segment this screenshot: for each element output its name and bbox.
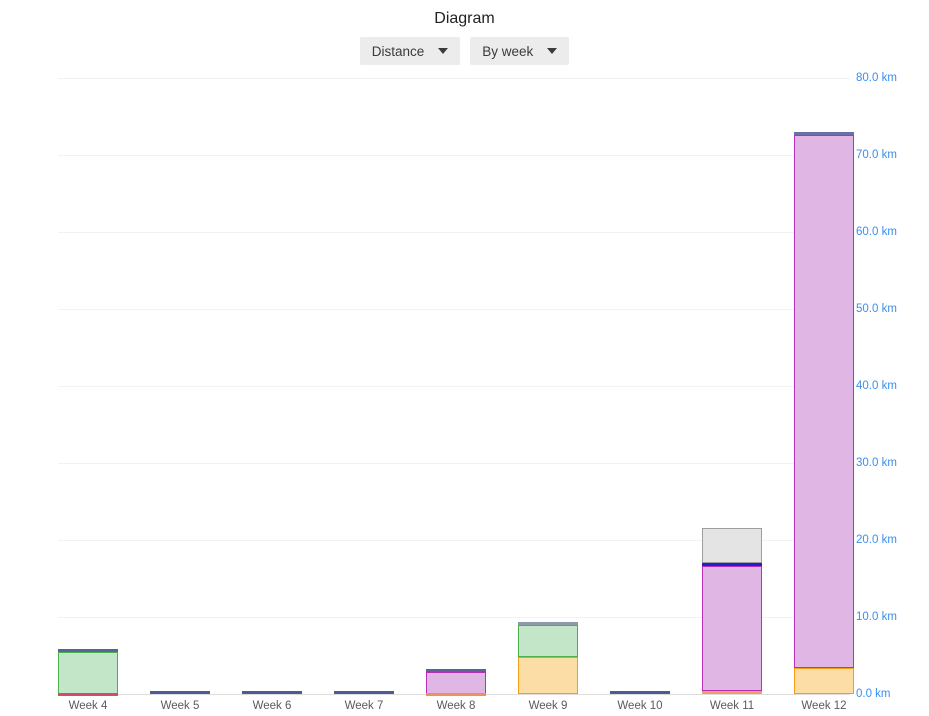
x-axis-tick-label: Week 10 <box>617 700 663 712</box>
bar-segment[interactable] <box>794 667 854 694</box>
bar-group[interactable] <box>150 690 210 694</box>
bar-segment[interactable] <box>794 131 854 135</box>
bar-group[interactable] <box>242 690 302 694</box>
bar-segment[interactable] <box>610 690 670 694</box>
chart-controls: Distance By week <box>0 37 929 65</box>
chart-plot-area <box>58 78 854 696</box>
bar-segment[interactable] <box>518 624 578 658</box>
gridline <box>58 232 850 233</box>
metric-dropdown-label: Distance <box>371 43 425 59</box>
bar-segment[interactable] <box>702 565 762 691</box>
gridline <box>58 540 850 541</box>
gridline <box>58 309 850 310</box>
bar-segment[interactable] <box>58 651 118 694</box>
x-axis-tick-label: Week 5 <box>160 700 200 712</box>
bar-segment[interactable] <box>702 562 762 566</box>
bar-group[interactable] <box>426 669 486 696</box>
y-axis-tick-label: 80.0 km <box>856 72 897 84</box>
bar-segment[interactable] <box>58 648 118 652</box>
bar-group[interactable] <box>610 690 670 694</box>
chevron-down-icon <box>547 48 558 54</box>
y-axis-tick-label: 50.0 km <box>856 303 897 315</box>
bar-segment[interactable] <box>426 672 486 694</box>
gridline <box>58 386 850 387</box>
bar-segment[interactable] <box>794 135 854 668</box>
bar-segment[interactable] <box>518 657 578 694</box>
x-axis-tick-label: Week 12 <box>801 700 847 712</box>
bar-segment[interactable] <box>702 527 762 563</box>
bar-baseline-cap <box>58 693 118 696</box>
period-dropdown[interactable]: By week <box>470 37 570 65</box>
y-axis-tick-label: 40.0 km <box>856 380 897 392</box>
metric-dropdown[interactable]: Distance <box>359 37 461 65</box>
bar-group[interactable] <box>702 527 762 694</box>
gridline <box>58 78 850 79</box>
x-axis-tick-label: Week 7 <box>344 700 384 712</box>
gridline <box>58 463 850 464</box>
y-axis-tick-label: 70.0 km <box>856 149 897 161</box>
bar-segment[interactable] <box>518 621 578 625</box>
x-axis-tick-label: Week 9 <box>528 700 568 712</box>
gridline <box>58 617 850 618</box>
y-axis-tick-label: 60.0 km <box>856 226 897 238</box>
bar-group[interactable] <box>58 648 118 696</box>
y-axis-tick-label: 0.0 km <box>856 688 891 700</box>
x-axis-tick-label: Week 4 <box>68 700 108 712</box>
bar-segment[interactable] <box>334 690 394 694</box>
x-axis-tick-label: Week 6 <box>252 700 292 712</box>
x-axis-tick-label: Week 11 <box>709 700 755 712</box>
bar-group[interactable] <box>518 621 578 694</box>
y-axis-tick-label: 20.0 km <box>856 534 897 546</box>
bar-group[interactable] <box>794 131 854 694</box>
period-dropdown-label: By week <box>482 43 534 59</box>
y-axis-tick-label: 30.0 km <box>856 457 897 469</box>
y-axis-tick-label: 10.0 km <box>856 611 897 623</box>
page-title: Diagram <box>434 10 495 27</box>
chevron-down-icon <box>438 48 449 54</box>
bar-segment[interactable] <box>426 669 486 673</box>
bar-baseline-cap <box>426 693 486 696</box>
gridline <box>58 155 850 156</box>
bar-segment[interactable] <box>150 690 210 694</box>
bar-segment[interactable] <box>242 690 302 694</box>
bar-segment[interactable] <box>702 691 762 694</box>
x-axis-tick-label: Week 8 <box>436 700 476 712</box>
bar-group[interactable] <box>334 690 394 694</box>
